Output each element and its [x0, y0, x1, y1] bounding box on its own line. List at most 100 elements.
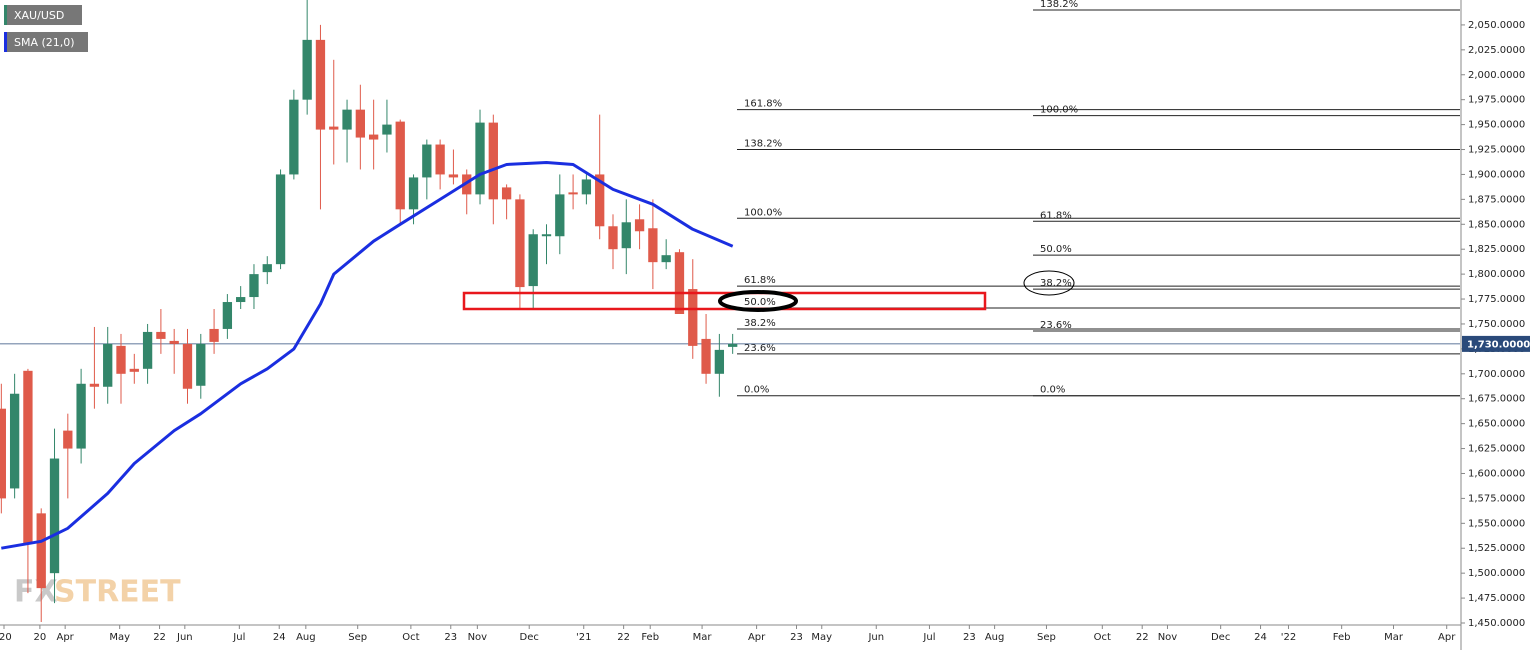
symbol-swatch	[4, 5, 7, 25]
candle-body	[714, 349, 725, 374]
candle-body	[315, 39, 326, 130]
x-tick-label: 24	[1254, 632, 1267, 643]
x-tick-label: Oct	[1094, 632, 1111, 643]
x-tick-label: Sep	[348, 632, 367, 643]
candle-body	[608, 226, 618, 250]
candle-body	[156, 331, 166, 339]
candle-body	[661, 255, 671, 263]
candle-body	[488, 122, 498, 200]
x-tick-label: Jul	[922, 632, 935, 643]
y-tick-label: 1,675.0000	[1468, 394, 1525, 405]
candle-body	[688, 289, 698, 346]
candle-body	[634, 219, 645, 232]
candle-body	[0, 408, 6, 499]
x-tick-label: '20	[0, 632, 12, 643]
symbol-box	[4, 5, 82, 25]
candle-body	[595, 174, 605, 227]
candle-body	[23, 370, 33, 544]
x-tick-label: Oct	[402, 632, 419, 643]
candle-body	[448, 174, 459, 178]
candle-body	[275, 174, 286, 265]
x-tick-label: Jun	[176, 632, 193, 643]
y-tick-label: 1,875.0000	[1468, 194, 1525, 205]
drawings	[462, 270, 1075, 312]
candle-body	[355, 109, 365, 138]
candle-body	[648, 228, 658, 263]
fib-label: 138.2%	[1040, 0, 1078, 10]
x-tick-label: Jun	[867, 632, 884, 643]
y-tick-label: 1,775.0000	[1468, 294, 1525, 305]
symbol-label: XAU/USD	[14, 9, 64, 22]
x-tick-label: Nov	[468, 632, 488, 643]
candle-body	[209, 328, 219, 342]
last-price-badge	[1462, 335, 1530, 352]
plot: 161.8% 138.2% 100.0% 61.8% 50.0% 38.2% 23.6% 0.…	[0, 0, 1460, 623]
y-tick-label: 1,650.0000	[1468, 419, 1525, 430]
candle-body	[728, 343, 738, 347]
candle-body	[236, 297, 246, 303]
candle-body	[701, 338, 711, 374]
candle-body	[382, 124, 392, 135]
x-tick-label: 23	[790, 632, 803, 643]
highlight-ellipse	[1023, 270, 1075, 296]
fib-label: 0.0%	[744, 385, 769, 396]
x-tick-label: Dec	[520, 632, 539, 643]
candle-body	[408, 177, 419, 210]
y-tick-label: 1,450.0000	[1468, 618, 1525, 629]
x-tick-label: May	[811, 632, 832, 643]
x-tick-label: Apr	[56, 632, 74, 643]
x-tick-label: Aug	[296, 632, 316, 643]
x-tick-label: '22	[1281, 632, 1296, 643]
fib-label: 23.6%	[1040, 320, 1072, 331]
candle-body	[169, 340, 179, 344]
candle-body	[182, 343, 193, 389]
x-tick-label: Mar	[1384, 632, 1404, 643]
candle-body	[302, 39, 312, 100]
y-tick-label: 1,625.0000	[1468, 444, 1525, 455]
x-tick-label: '21	[576, 632, 591, 643]
support-zone	[462, 291, 987, 311]
x-tick-label: May	[109, 632, 130, 643]
y-tick-label: 1,975.0000	[1468, 95, 1525, 106]
candle-body	[674, 252, 685, 314]
fib-label: 0.0%	[1040, 385, 1065, 396]
x-tick-label: Aug	[985, 632, 1005, 643]
candle-body	[196, 343, 206, 386]
sma-swatch	[4, 32, 7, 52]
y-tick-label: 1,825.0000	[1468, 244, 1525, 255]
candle-body	[528, 234, 538, 287]
x-tick-label: 22	[153, 632, 166, 643]
candle-body	[36, 513, 46, 589]
x-tick-label: Feb	[641, 632, 659, 643]
candle-body	[129, 368, 139, 372]
candle-body	[368, 134, 379, 140]
candle-body	[435, 144, 445, 175]
fib-label: 100.0%	[744, 207, 782, 218]
sma-box	[4, 32, 88, 52]
y-tick-label: 1,800.0000	[1468, 269, 1525, 280]
highlight-ellipse	[718, 290, 798, 312]
candle-body	[103, 343, 113, 387]
y-tick-label: 1,850.0000	[1468, 219, 1525, 230]
x-tick-label: Mar	[693, 632, 713, 643]
legend: XAU/USD SMA (21,0)	[4, 5, 88, 52]
sma-line	[1, 161, 734, 550]
fib-label: 50.0%	[1040, 244, 1072, 255]
candle-body	[116, 345, 126, 374]
fib-label: 138.2%	[744, 139, 782, 150]
y-tick-label: 1,925.0000	[1468, 145, 1525, 156]
y-tick-label: 1,700.0000	[1468, 369, 1525, 380]
y-tick-label: 1,750.0000	[1468, 319, 1525, 330]
watermark-fx: FX	[14, 575, 58, 610]
y-tick-label: 1,600.0000	[1468, 468, 1525, 479]
candle-body	[501, 187, 512, 200]
watermark: FX STREET	[14, 575, 181, 610]
y-tick-label: 1,500.0000	[1468, 568, 1525, 579]
y-tick-label: 1,475.0000	[1468, 593, 1525, 604]
candle-body	[89, 383, 100, 387]
candle-body	[289, 99, 299, 175]
x-tick-label: 24	[273, 632, 286, 643]
candle-body	[475, 122, 485, 195]
